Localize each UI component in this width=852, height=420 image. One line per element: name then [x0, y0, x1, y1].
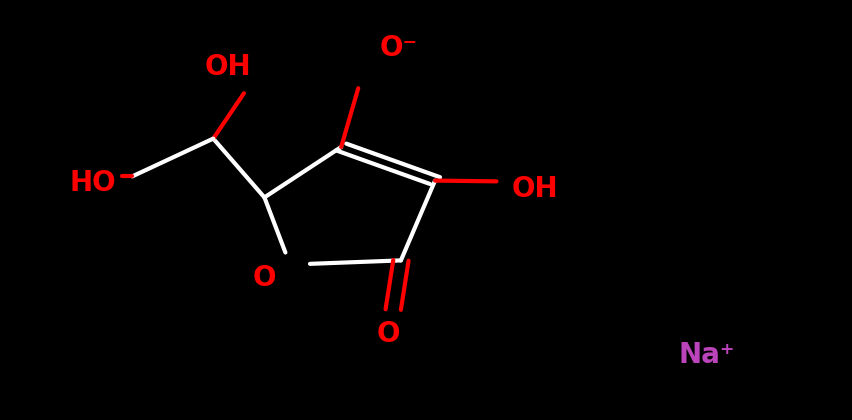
Text: OH: OH: [204, 53, 251, 81]
Text: OH: OH: [511, 175, 558, 203]
Text: O: O: [252, 264, 276, 292]
Text: HO: HO: [70, 169, 117, 197]
Text: O⁻: O⁻: [379, 34, 417, 62]
Text: Na⁺: Na⁺: [677, 341, 734, 369]
Text: O: O: [376, 320, 400, 348]
